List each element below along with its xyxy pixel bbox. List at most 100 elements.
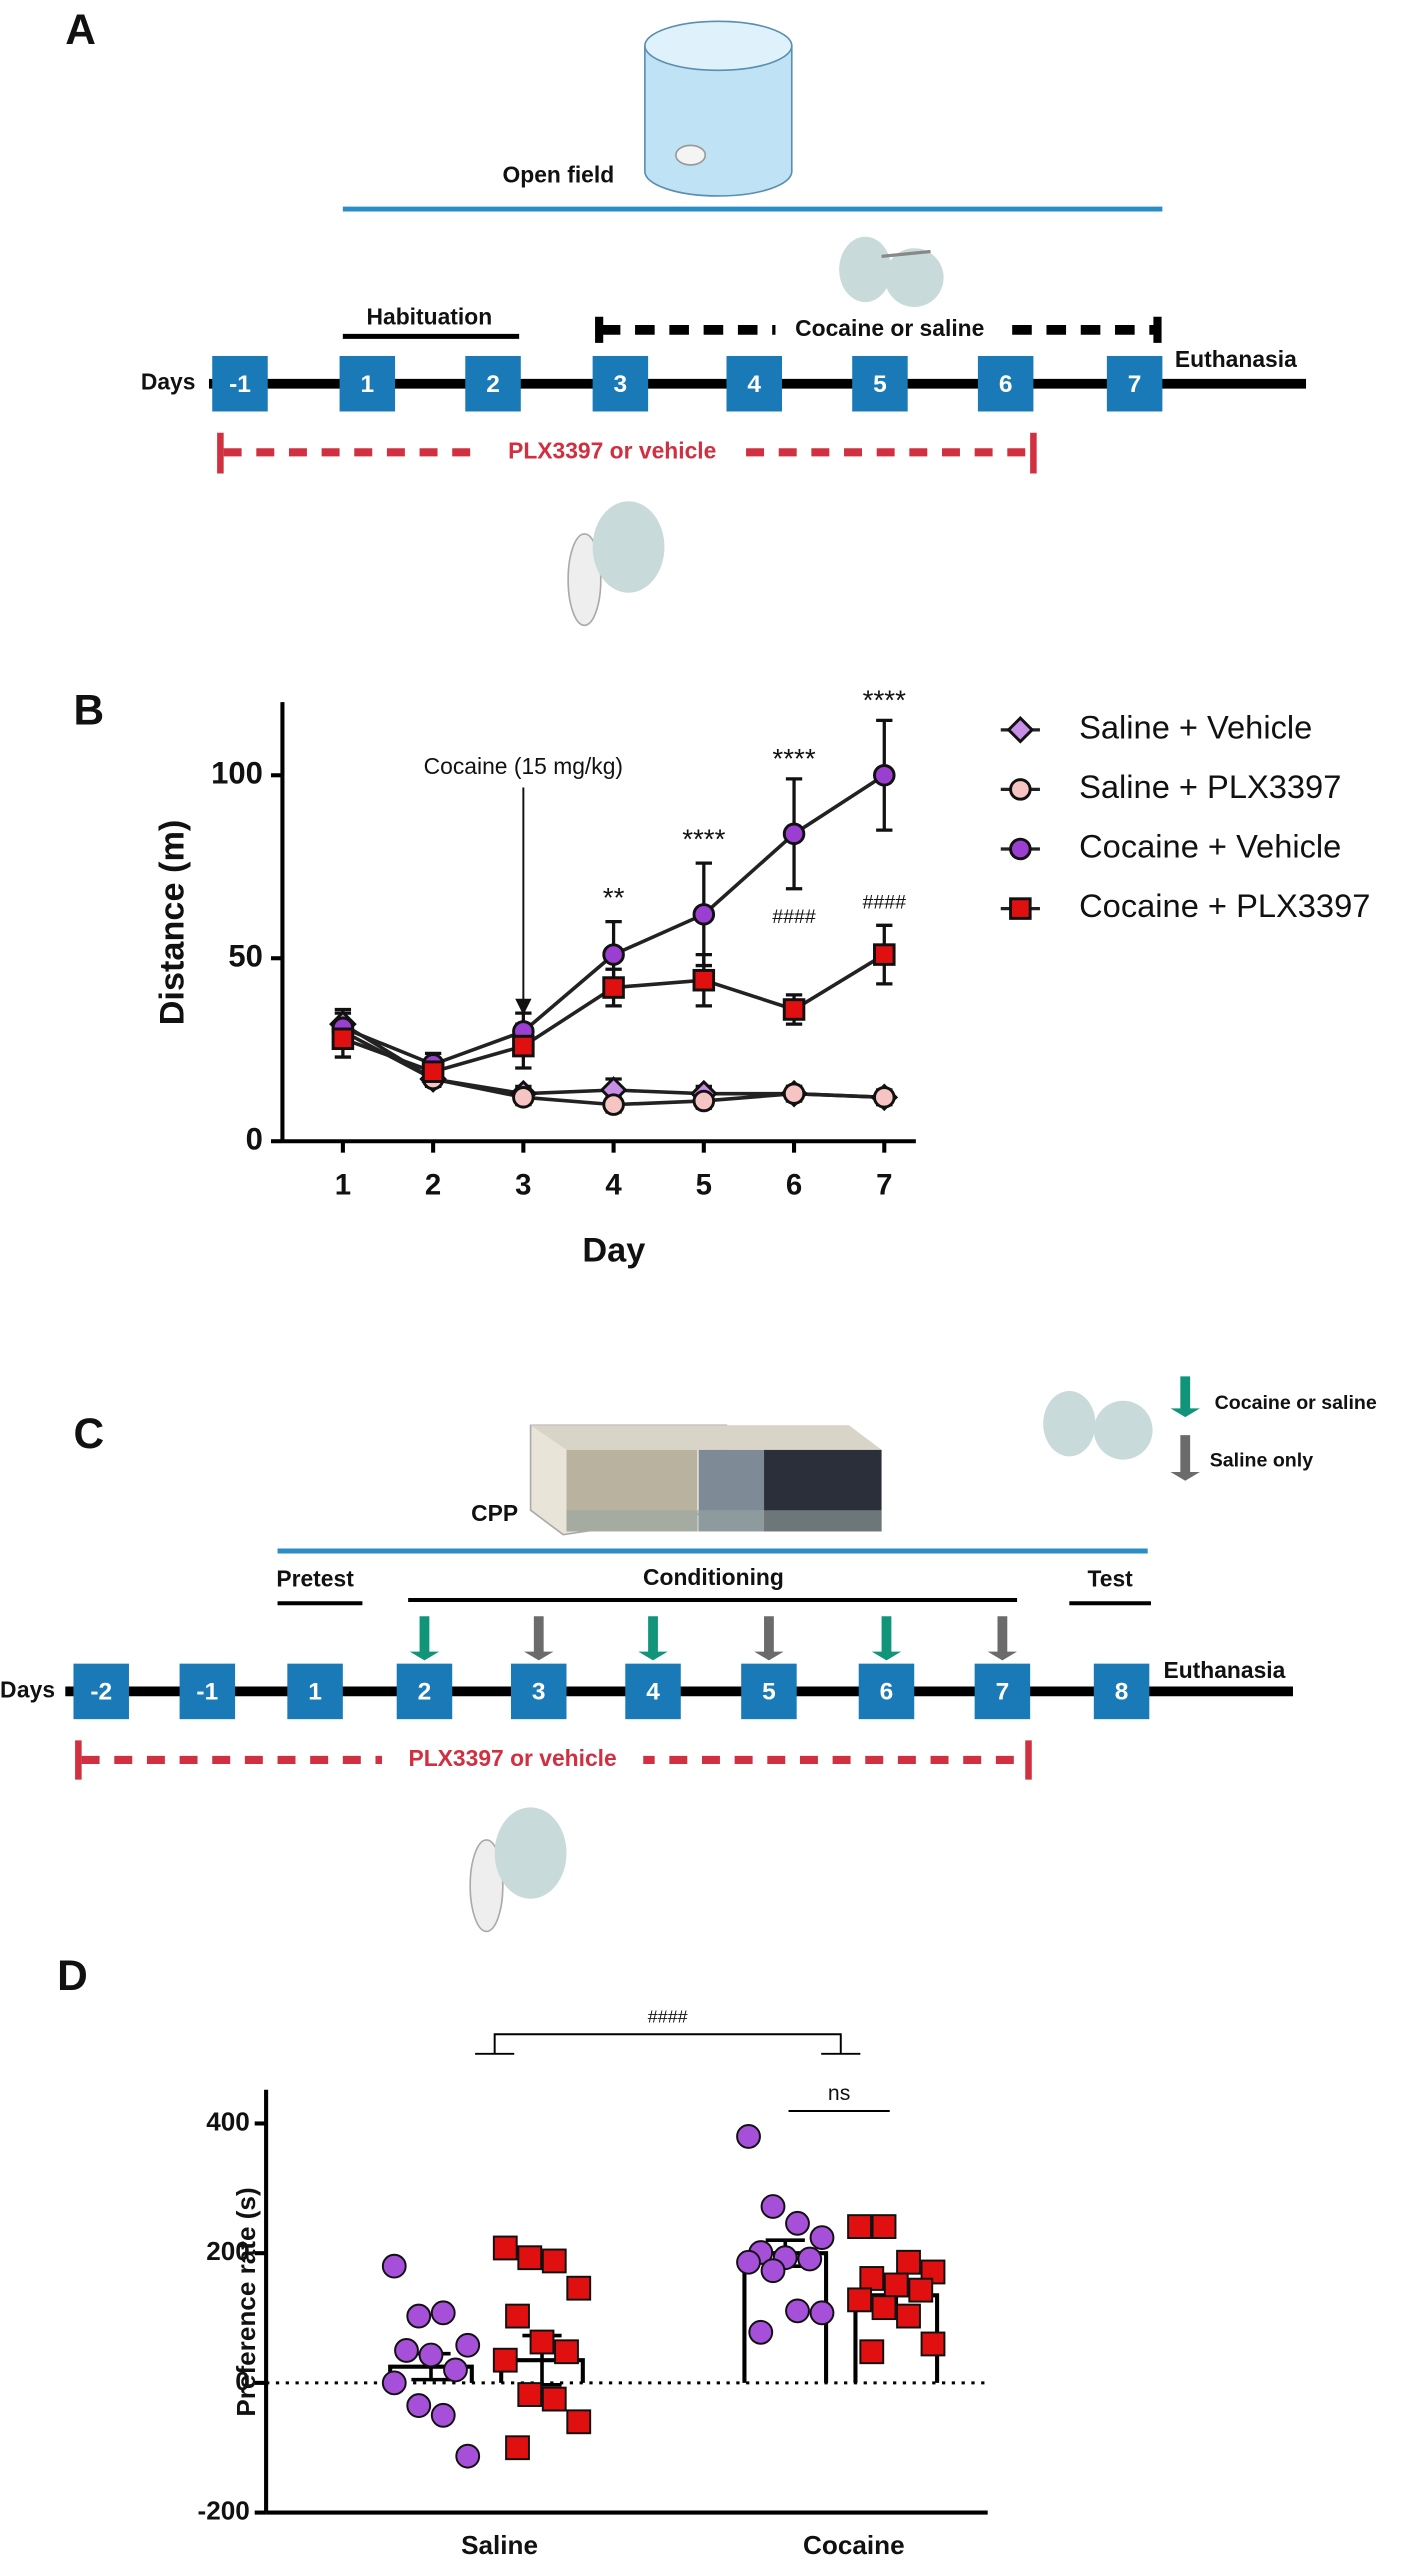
day-label: 1 — [308, 1679, 322, 1706]
day-label: 4 — [747, 371, 761, 398]
phase-label: Pretest — [276, 1565, 354, 1591]
annotation: **** — [863, 684, 906, 715]
day-box — [974, 1663, 1031, 1720]
point — [505, 2303, 530, 2329]
injection-illustration — [1043, 1391, 1153, 1460]
days-label: Days — [0, 1676, 55, 1702]
point — [859, 2339, 885, 2365]
x-tick-label: 3 — [515, 1169, 531, 1202]
end-label: Euthanasia — [1175, 346, 1297, 372]
legend-label: Cocaine + PLX3397 — [1079, 887, 1370, 924]
point — [566, 2409, 592, 2435]
day-box — [73, 1663, 129, 1720]
day-box — [510, 1663, 567, 1720]
apparatus-label: Open field — [502, 161, 614, 187]
point — [406, 2393, 432, 2418]
x-axis-label: Day — [582, 1231, 645, 1269]
point — [809, 2225, 835, 2251]
point — [505, 2435, 530, 2461]
point — [512, 1086, 535, 1109]
comparison-bracket — [475, 2033, 861, 2055]
day-label: -1 — [196, 1679, 218, 1706]
arrow — [754, 1616, 784, 1661]
point — [736, 2124, 761, 2149]
day-box — [858, 1663, 915, 1720]
day-box — [741, 1663, 797, 1720]
point — [517, 2245, 543, 2271]
x-tick-label: 5 — [696, 1169, 712, 1202]
point — [809, 2300, 835, 2326]
point — [782, 1082, 806, 1105]
point — [381, 2253, 407, 2279]
point — [847, 2287, 872, 2313]
day-box — [726, 355, 782, 412]
point — [920, 2331, 946, 2357]
legend-marker — [1006, 715, 1035, 744]
legend-label: Saline + PLX3397 — [1079, 768, 1341, 805]
y-axis-label: Preference rate (s) — [231, 2187, 261, 2416]
y-tick-label: 200 — [206, 2236, 250, 2266]
point — [455, 2332, 481, 2358]
day-box — [625, 1663, 681, 1720]
annotation: **** — [772, 743, 815, 774]
x-tick-label: 7 — [876, 1169, 892, 1202]
day-label: 3 — [532, 1679, 546, 1706]
arrow — [987, 1616, 1018, 1661]
point — [782, 822, 806, 846]
point — [785, 2298, 810, 2324]
injection-illustration — [839, 236, 944, 307]
point — [760, 2194, 786, 2219]
arrow — [638, 1616, 668, 1661]
y-axis-label: Distance (m) — [154, 820, 192, 1026]
y-tick-label: 50 — [228, 938, 262, 973]
day-label: 7 — [996, 1679, 1010, 1706]
annotation: #### — [772, 906, 816, 928]
annotation: **** — [682, 823, 725, 854]
drug-label: PLX3397 or vehicle — [408, 1745, 616, 1771]
day-box — [287, 1663, 343, 1720]
day-box — [179, 1663, 236, 1720]
arrow — [1170, 1376, 1200, 1418]
annotation: ** — [603, 882, 625, 913]
x-tick-label: Cocaine — [803, 2530, 905, 2560]
apparatus-label: CPP — [471, 1500, 518, 1526]
point — [430, 2300, 456, 2326]
point — [602, 943, 625, 966]
arrow-legend-label: Cocaine or saline — [1215, 1392, 1377, 1414]
panel-label: C — [73, 1410, 104, 1457]
point — [859, 2266, 885, 2291]
x-tick-label: 1 — [335, 1169, 351, 1202]
point — [331, 1027, 355, 1051]
point — [873, 1086, 896, 1109]
day-box — [465, 355, 521, 412]
point — [541, 2248, 567, 2274]
drug-range — [217, 432, 1037, 474]
legend-label: Saline + Vehicle — [1079, 708, 1312, 745]
day-label: 6 — [999, 371, 1013, 398]
days-label: Days — [141, 369, 196, 395]
open-field-illustration — [644, 20, 793, 197]
point — [455, 2443, 481, 2469]
point — [430, 2402, 456, 2428]
comparison-label: ns — [828, 2082, 850, 2105]
panel-label: B — [73, 687, 104, 734]
legend-marker — [1009, 778, 1032, 801]
point — [418, 2342, 444, 2368]
day-label: 2 — [486, 371, 500, 398]
point — [896, 2303, 921, 2329]
x-tick-label: Saline — [461, 2530, 538, 2560]
point — [602, 1093, 625, 1116]
point — [785, 2210, 810, 2236]
arrow — [524, 1616, 554, 1661]
treatment-range — [595, 313, 1162, 347]
point — [908, 2277, 934, 2303]
y-tick-label: -200 — [198, 2495, 250, 2525]
day-label: 2 — [418, 1679, 432, 1706]
point — [692, 968, 716, 992]
y-tick-label: 0 — [235, 2366, 250, 2396]
point — [748, 2319, 774, 2345]
point — [797, 2246, 823, 2272]
point — [896, 2249, 921, 2275]
point — [541, 2386, 567, 2412]
day-label: 4 — [646, 1679, 660, 1706]
